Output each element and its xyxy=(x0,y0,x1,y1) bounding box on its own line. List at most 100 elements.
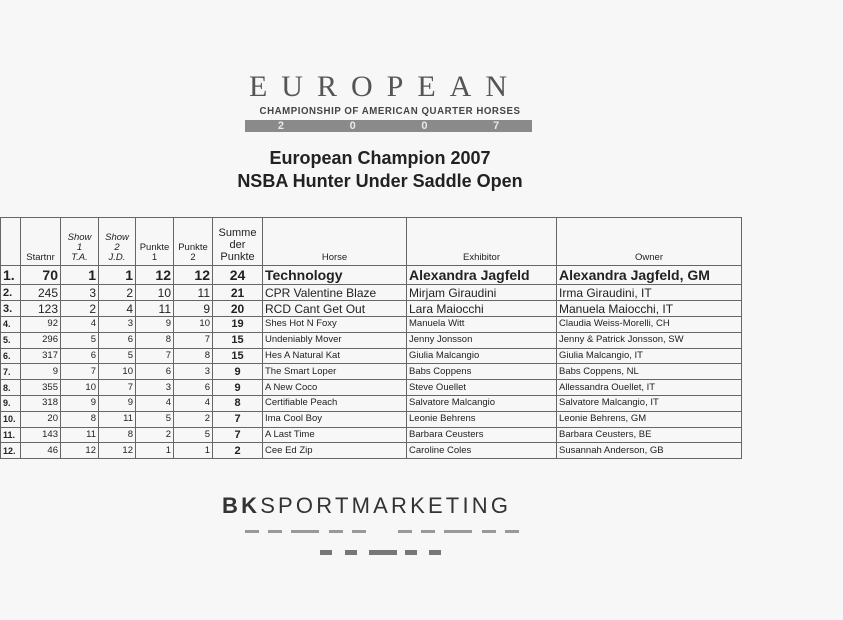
table-cell: 5 xyxy=(60,331,99,349)
table-cell: Barbara Ceusters, BE xyxy=(556,426,742,444)
table-cell: 10 xyxy=(98,363,136,381)
table-cell: 6 xyxy=(60,347,99,365)
table-cell: 318 xyxy=(20,394,61,412)
table-cell: 8. xyxy=(0,379,21,396)
year-digit: 0 xyxy=(421,120,428,132)
header-line: Punkte xyxy=(178,242,208,253)
header-cell: Punkte 1 xyxy=(135,217,174,266)
year-digit: 7 xyxy=(493,120,500,132)
table-cell: 10. xyxy=(0,410,21,428)
table-row: 1. 70 1 1 12 12 24 Technology Alexandra Jagfeld A… xyxy=(0,265,742,285)
logo-bar: 2 0 0 7 xyxy=(245,120,532,132)
table-cell: 1 xyxy=(98,265,136,285)
table-cell: Manuela Witt xyxy=(406,316,557,333)
brand-rest: SPORTMARKETING xyxy=(260,493,512,518)
table-cell: 7 xyxy=(60,363,99,381)
table-cell: Alexandra Jagfeld, GM xyxy=(556,265,742,285)
table-cell: 12 xyxy=(60,442,99,460)
table-cell: Giulia Malcangio xyxy=(406,347,557,365)
table-cell: 355 xyxy=(20,379,61,396)
table-cell: A New Coco xyxy=(262,379,407,396)
table-body: 1. 70 1 1 12 12 24 Technology Alexandra Jagfeld A… xyxy=(0,265,742,460)
header-line: Startnr xyxy=(26,252,55,263)
table-row: 12. 46 12 12 1 1 2 Cee Ed Zip Caroline Coles Susa… xyxy=(0,442,742,460)
table-cell: Technology xyxy=(262,265,407,285)
table-cell: RCD Cant Get Out xyxy=(262,300,407,317)
header-line: Owner xyxy=(635,252,663,263)
header-line: Show xyxy=(105,232,129,243)
header-cell: Summe der Punkte xyxy=(212,217,263,266)
table-cell: 12 xyxy=(173,265,213,285)
subtitle: NSBA Hunter Under Saddle Open xyxy=(237,171,523,191)
header-line: der xyxy=(229,239,246,251)
header-line: Exhibitor xyxy=(463,252,500,263)
table-cell: The Smart Loper xyxy=(262,363,407,381)
table-cell: 21 xyxy=(212,284,263,301)
table-cell: 9 xyxy=(212,363,263,381)
year-digit: 0 xyxy=(349,120,356,132)
table-row: 4. 92 4 3 9 10 19 Shes Hot N Foxy Manuela Witt Cl… xyxy=(0,316,742,333)
table-cell: 7 xyxy=(212,426,263,444)
table-cell: 10 xyxy=(135,284,174,301)
table-cell: 9 xyxy=(60,394,99,412)
results-table: Startnr Show 1 T.A. Show 2 J.D. Punkte 1 Punkte 2 S… xyxy=(0,217,742,460)
table-cell: 12. xyxy=(0,442,21,460)
table-cell: 4 xyxy=(60,316,99,333)
table-row: 11. 143 11 8 2 5 7 A Last Time Barbara Ceusters B… xyxy=(0,426,742,444)
table-row: 2. 245 3 2 10 11 21 CPR Valentine Blaze Mirjam G… xyxy=(0,284,742,301)
table-cell: Alexandra Jagfeld xyxy=(406,265,557,285)
header-line: 2 xyxy=(114,242,120,253)
table-cell: Giulia Malcangio, IT xyxy=(556,347,742,365)
table-cell: 245 xyxy=(20,284,61,301)
table-cell: 9 xyxy=(98,394,136,412)
table-cell: 6. xyxy=(0,347,21,365)
table-cell: 2 xyxy=(98,284,136,301)
header-cell: Punkte 2 xyxy=(173,217,213,266)
table-cell: 15 xyxy=(212,347,263,365)
table-cell: Caroline Coles xyxy=(406,442,557,460)
header-cell xyxy=(0,217,21,266)
table-cell: 4 xyxy=(98,300,136,317)
table-cell: Allessandra Ouellet, IT xyxy=(556,379,742,396)
header-line: T.A. xyxy=(71,252,88,263)
table-cell: 7 xyxy=(212,410,263,428)
header-cell: Show 1 T.A. xyxy=(60,217,99,266)
table-cell: A Last Time xyxy=(262,426,407,444)
table-cell: 2 xyxy=(212,442,263,460)
header-line: Punkte xyxy=(139,242,170,253)
table-cell: 9. xyxy=(0,394,21,412)
table-cell: 11 xyxy=(173,284,213,301)
brand-bold: BK xyxy=(222,493,261,518)
table-cell: 92 xyxy=(20,316,61,333)
header-line: J.D. xyxy=(108,252,126,263)
table-cell: Cee Ed Zip xyxy=(262,442,407,460)
table-cell: 6 xyxy=(135,363,174,381)
table-cell: 4. xyxy=(0,316,21,333)
header-cell: Owner xyxy=(556,217,742,266)
table-cell: Leonie Behrens, GM xyxy=(556,410,742,428)
table-cell: 3 xyxy=(173,363,213,381)
table-cell: Babs Coppens, NL xyxy=(556,363,742,381)
table-cell: 12 xyxy=(135,265,174,285)
table-cell: 9 xyxy=(135,316,174,333)
table-cell: 7 xyxy=(135,347,174,365)
header-line: 1 xyxy=(76,242,83,253)
table-cell: Jenny Jonsson xyxy=(406,331,557,349)
table-cell: 296 xyxy=(20,331,61,349)
table-cell: 9 xyxy=(212,379,263,396)
table-cell: Susannah Anderson, GB xyxy=(556,442,742,460)
table-cell: 1. xyxy=(0,265,21,285)
table-cell: 11 xyxy=(98,410,136,428)
table-cell: Hes A Natural Kat xyxy=(262,347,407,365)
logo-subtitle: CHAMPIONSHIP OF AMERICAN QUARTER HORSES xyxy=(259,105,521,117)
table-row: 6. 317 6 5 7 8 15 Hes A Natural Kat Giulia Malca… xyxy=(0,347,742,365)
table-cell: 19 xyxy=(212,316,263,333)
table-cell: Leonie Behrens xyxy=(406,410,557,428)
table-cell: Jenny & Patrick Jonsson, SW xyxy=(556,331,742,349)
table-row: 7. 9 7 10 6 3 9 The Smart Loper Babs Coppens Babs… xyxy=(0,363,742,381)
table-cell: 11 xyxy=(135,300,174,317)
table-cell: 10 xyxy=(60,379,99,396)
table-cell: 20 xyxy=(20,410,61,428)
table-cell: 7 xyxy=(98,379,136,396)
table-cell: 10 xyxy=(173,316,213,333)
